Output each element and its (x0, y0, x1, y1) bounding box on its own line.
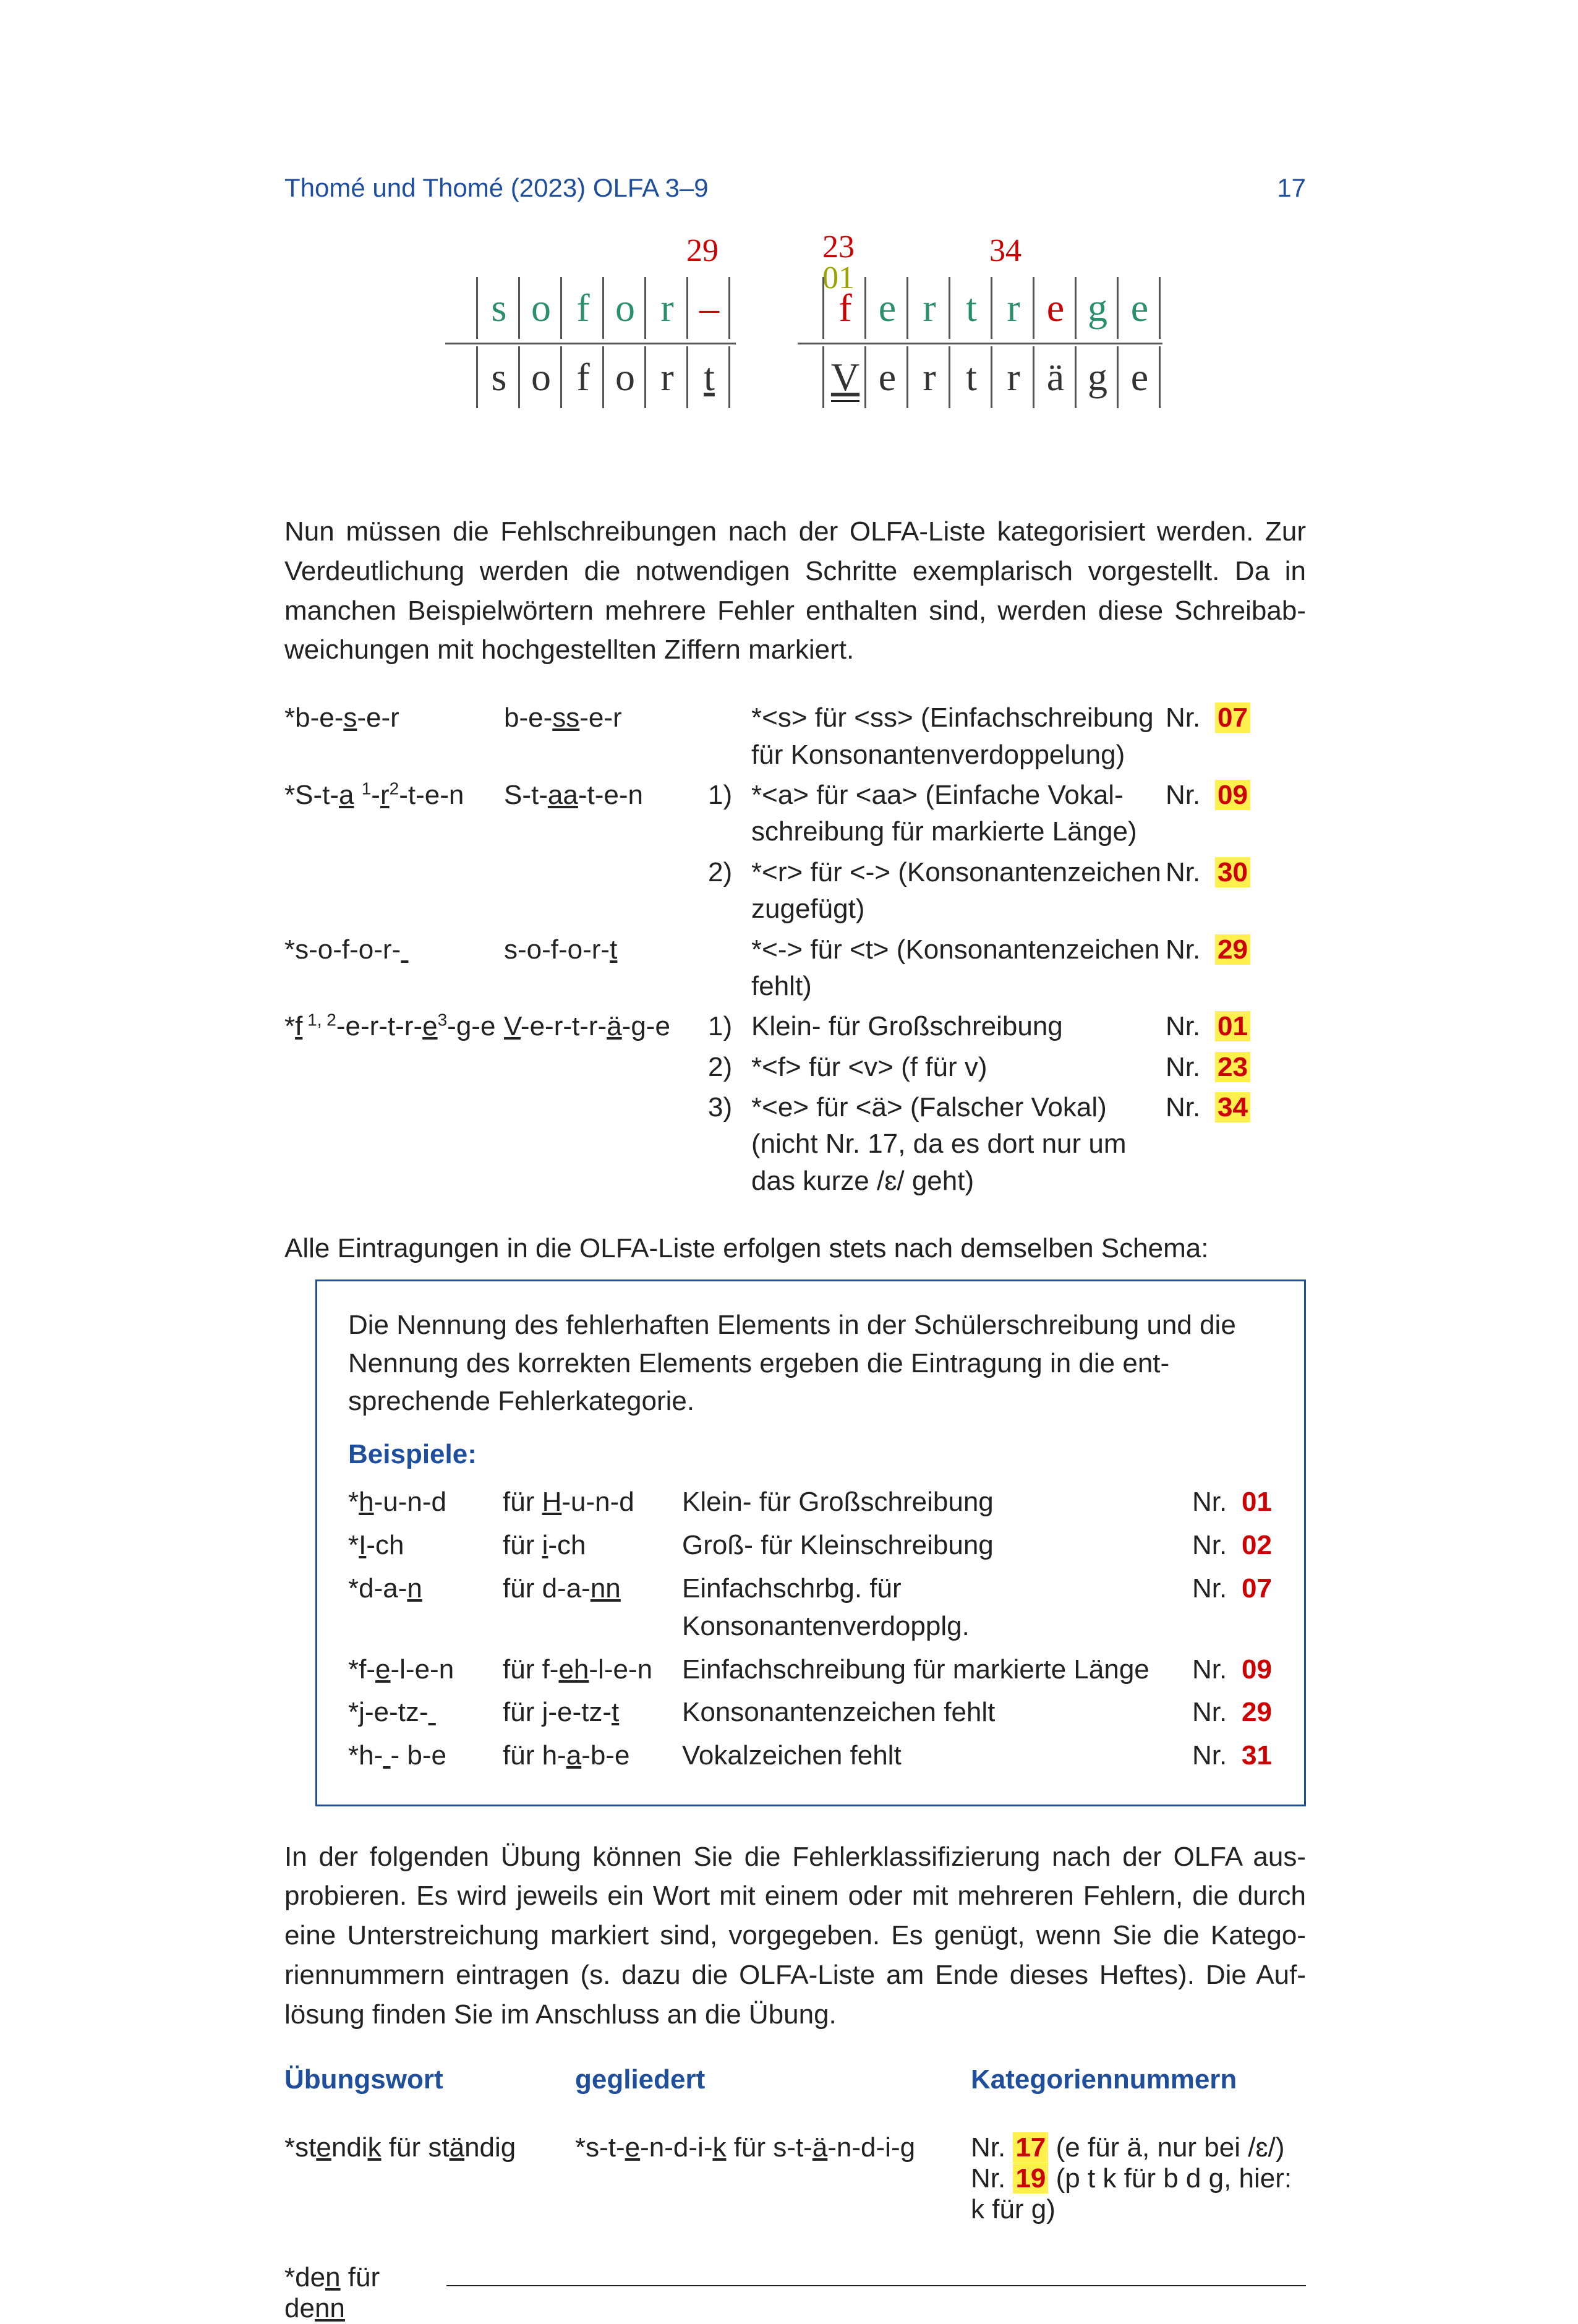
exercise-col3-header: Kategoriennummern (971, 2064, 1237, 2095)
box-row: *h-u-n-dfür H-u-n-dKlein- für Großschrei… (348, 1483, 1273, 1521)
error-row: 2)*<r> für <-> (Konsonantenzeichen zugef… (284, 854, 1306, 928)
schema-box: Die Nennung des fehlerhaften Elements in… (315, 1279, 1306, 1806)
error-row: *b-e-s-e-rb-e-ss-e-r*<s> für <ss> (Einfa… (284, 699, 1306, 773)
box-row: *d-a-nfür d-a-nnEinfachschrbg. für Konso… (348, 1570, 1273, 1646)
error-row: *f 1, 2-e-r-t-r-e3-g-eV-e-r-t-r-ä-g-e1)K… (284, 1008, 1306, 1045)
exercise-intro: In der folgenden Übung können Sie die Fe… (284, 1837, 1306, 2035)
intro-paragraph: Nun müssen die Fehlschreibungen nach der… (284, 512, 1306, 670)
box-intro: Die Nennung des fehlerhaften Elements in… (348, 1306, 1273, 1420)
error-row: 2)*<f> für <v> (f für v)Nr.23 (284, 1049, 1306, 1085)
error-table: *b-e-s-e-rb-e-ss-e-r*<s> für <ss> (Einfa… (284, 699, 1306, 1199)
box-heading: Beispiele: (348, 1435, 1273, 1474)
page-header: Thomé und Thomé (2023) OLFA 3–9 17 (284, 173, 1306, 203)
handwriting-examples: 29sofor–sofort230134fertregeVerträge (476, 240, 1306, 475)
error-row: *S-t-a 1-r2-t-e-nS-t-aa-t-e-n1)*<a> für … (284, 777, 1306, 850)
error-row: *s-o-f-o-r- s-o-f-o-r-t*<-> für <t> (Kon… (284, 931, 1306, 1005)
exercise-rows: *stendik für ständig*s-t-e-n-d-i-k für s… (284, 2132, 1306, 2324)
exercise-col1-header: Übungswort (284, 2064, 575, 2095)
schema-intro: Alle Eintragungen in die OLFA-Liste erfo… (284, 1229, 1306, 1268)
exercise-col2-header: gegliedert (575, 2064, 971, 2095)
box-row: *j-e-tz- für j-e-tz-tKonsonantenzeichen … (348, 1693, 1273, 1732)
box-row: *f-e-l-e-nfür f-eh-l-e-nEinfachschreibun… (348, 1651, 1273, 1689)
exercise-header: Übungswort gegliedert Kategoriennummern (284, 2064, 1306, 2095)
exercise-row: *den für denn (284, 2262, 1306, 2324)
page-number: 17 (1277, 173, 1306, 203)
page: Thomé und Thomé (2023) OLFA 3–9 17 29sof… (0, 0, 1578, 2215)
header-left: Thomé und Thomé (2023) OLFA 3–9 (284, 173, 709, 203)
exercise-row: *stendik für ständig*s-t-e-n-d-i-k für s… (284, 2132, 1306, 2225)
box-row: *I-chfür i-chGroß- für KleinschreibungNr… (348, 1526, 1273, 1565)
error-row: 3)*<e> für <ä> (Falscher Vokal) (nicht N… (284, 1089, 1306, 1199)
box-table: *h-u-n-dfür H-u-n-dKlein- für Großschrei… (348, 1483, 1273, 1774)
box-row: *h- - b-efür h-a-b-eVokalzeichen fehltNr… (348, 1737, 1273, 1775)
